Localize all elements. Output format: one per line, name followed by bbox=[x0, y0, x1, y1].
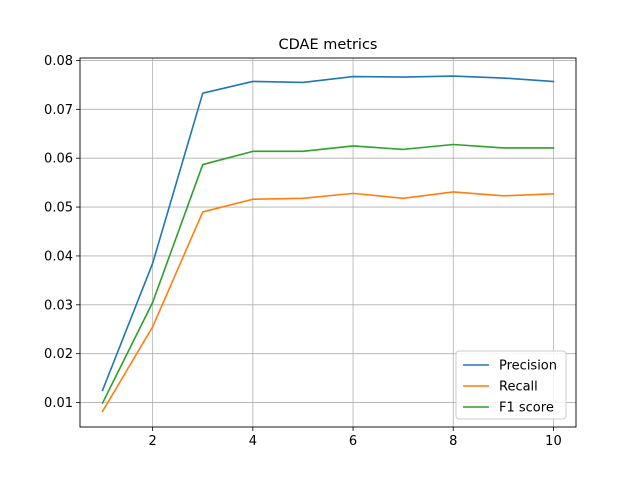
x-tick-label: 10 bbox=[545, 434, 562, 449]
y-tick-label: 0.01 bbox=[44, 396, 73, 411]
y-tick-label: 0.03 bbox=[44, 298, 73, 313]
legend-label-f1-score: F1 score bbox=[499, 401, 554, 416]
axis-ticks: 2 4 6 8 10 0.01 0.02 0.03 0.04 0.05 0.06 0.07 0.08 bbox=[44, 54, 562, 449]
plot-area-frame bbox=[79, 57, 577, 428]
x-tick-label: 4 bbox=[249, 434, 257, 449]
series-line-precision bbox=[101, 75, 555, 392]
legend-label-recall: Recall bbox=[499, 380, 538, 395]
y-tick-label: 0.08 bbox=[44, 54, 73, 69]
series-lines bbox=[101, 75, 555, 413]
y-tick-label: 0.07 bbox=[44, 103, 73, 118]
series-line-f1-score bbox=[101, 143, 555, 405]
y-tick-label: 0.02 bbox=[44, 347, 73, 362]
y-tick-label: 0.04 bbox=[44, 249, 73, 264]
legend-box bbox=[455, 350, 567, 420]
x-tick-label: 8 bbox=[449, 434, 457, 449]
y-tick-label: 0.05 bbox=[44, 201, 73, 216]
y-tick-label: 0.06 bbox=[44, 152, 73, 167]
legend-label-precision: Precision bbox=[499, 359, 557, 374]
series-line-recall bbox=[101, 191, 555, 413]
chart-title: CDAE metrics bbox=[279, 37, 378, 53]
x-tick-label: 6 bbox=[349, 434, 357, 449]
legend: Precision Recall F1 score bbox=[455, 350, 567, 420]
x-tick-label: 2 bbox=[149, 434, 157, 449]
